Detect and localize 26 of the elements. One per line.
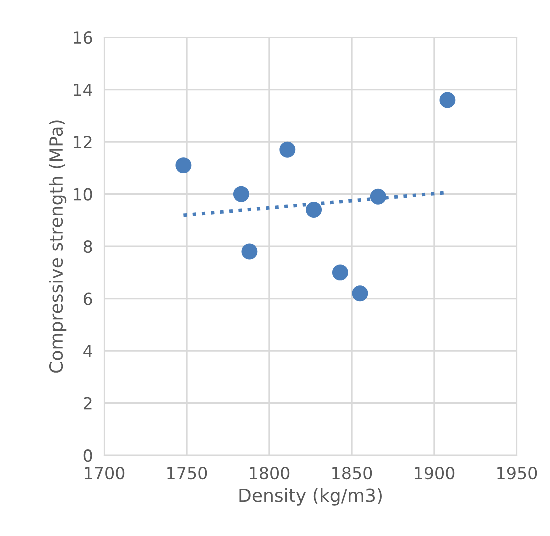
y-tick-label: 0 <box>84 450 92 462</box>
x-axis-title: Density (kg/m3) <box>240 488 382 506</box>
y-tick-label: 2 <box>84 397 92 410</box>
y-tick-label: 6 <box>84 292 92 306</box>
point <box>370 188 386 205</box>
x-tick-label: 1850 <box>332 467 372 480</box>
y-tick-label: 14 <box>74 84 92 96</box>
point <box>176 158 192 174</box>
point <box>242 244 258 260</box>
x-tick-label: 1750 <box>168 467 208 480</box>
y-axis-title: Compressive strength (MPa) <box>49 120 67 373</box>
y-tick-label: 4 <box>84 345 92 358</box>
point <box>306 202 322 218</box>
point <box>352 286 368 302</box>
x-tick-label: 1900 <box>415 467 455 480</box>
point <box>332 264 348 281</box>
x-tick-label: 1800 <box>250 467 290 480</box>
point <box>233 186 250 202</box>
y-tick-label: 16 <box>74 31 92 44</box>
y-tick-label: 10 <box>74 188 92 201</box>
point <box>440 92 456 108</box>
x-tick-label: 1700 <box>85 467 125 480</box>
x-tick-label: 1950 <box>498 467 538 480</box>
y-tick-label: 12 <box>74 136 92 148</box>
point <box>280 142 296 158</box>
y-tick-label: 8 <box>84 240 92 254</box>
